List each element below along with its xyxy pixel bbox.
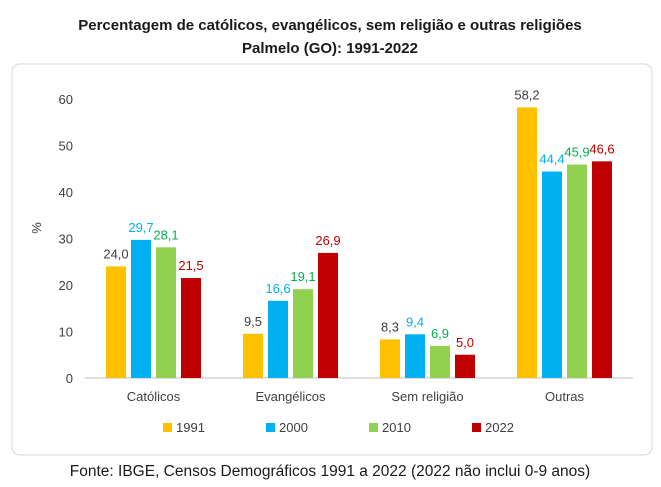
- y-tick-label: 10: [59, 325, 73, 340]
- bar-1991-1: [243, 333, 263, 378]
- data-label-2000-2: 9,4: [406, 314, 424, 329]
- legend-label-2022: 2022: [485, 420, 514, 435]
- bar-2010-1: [293, 289, 313, 378]
- data-label-2022-2: 5,0: [456, 335, 474, 350]
- legend-swatch-1991: [163, 423, 172, 432]
- category-label: Outras: [545, 389, 585, 404]
- data-label-2010-2: 6,9: [431, 326, 449, 341]
- data-label-2022-1: 26,9: [315, 233, 340, 248]
- y-tick-label: 40: [59, 185, 73, 200]
- y-tick-label: 0: [66, 371, 73, 386]
- legend: 1991 2000 2010 2022: [163, 420, 514, 435]
- data-label-2010-0: 28,1: [153, 227, 178, 242]
- data-label-2010-3: 45,9: [564, 145, 589, 160]
- data-label-2000-1: 16,6: [265, 281, 290, 296]
- data-label-2022-3: 46,6: [589, 141, 614, 156]
- bar-1991-2: [380, 339, 400, 378]
- y-axis-label: %: [29, 222, 44, 234]
- y-tick-label: 20: [59, 278, 73, 293]
- y-tick-label: 30: [59, 232, 73, 247]
- category-labels-group: Católicos Evangélicos Sem religião Outras: [127, 389, 585, 404]
- y-axis-ticks: 0 10 20 30 40 50 60: [59, 92, 73, 386]
- legend-label-2000: 2000: [279, 420, 308, 435]
- source-note: Fonte: IBGE, Censos Demográficos 1991 a …: [70, 463, 590, 480]
- y-tick-label: 50: [59, 139, 73, 154]
- bar-2000-3: [542, 171, 562, 378]
- data-label-1991-1: 9,5: [244, 314, 262, 329]
- legend-label-1991: 1991: [176, 420, 205, 435]
- y-tick-label: 60: [59, 92, 73, 107]
- bar-2010-3: [567, 164, 587, 378]
- category-label: Católicos: [127, 389, 181, 404]
- legend-label-2010: 2010: [382, 420, 411, 435]
- bar-2022-2: [455, 354, 475, 378]
- category-label: Sem religião: [391, 389, 463, 404]
- bar-2010-2: [430, 345, 450, 378]
- bar-1991-3: [517, 107, 537, 379]
- bar-2022-0: [181, 278, 201, 378]
- legend-swatch-2010: [369, 423, 378, 432]
- data-label-1991-2: 8,3: [381, 319, 399, 334]
- chart-title: Percentagem de católicos, evangélicos, s…: [78, 17, 582, 34]
- bar-2022-3: [592, 161, 612, 378]
- bar-1991-0: [106, 266, 126, 378]
- data-label-2000-0: 29,7: [128, 220, 153, 235]
- bar-2000-2: [405, 334, 425, 378]
- legend-swatch-2022: [472, 423, 481, 432]
- category-label: Evangélicos: [255, 389, 326, 404]
- value-labels-group: 24,029,7 28,1 21,5 9,5 16,619,1 26,9 8,3 9,4 6,9…: [103, 87, 614, 349]
- data-label-2000-3: 44,4: [539, 152, 564, 167]
- data-label-1991-0: 24,0: [103, 246, 128, 261]
- chart-subtitle: Palmelo (GO): 1991-2022: [242, 40, 418, 57]
- data-label-2010-1: 19,1: [290, 269, 315, 284]
- bar-2022-1: [318, 252, 338, 378]
- bar-2010-0: [156, 247, 176, 378]
- legend-swatch-2000: [266, 423, 275, 432]
- data-label-1991-3: 58,2: [514, 87, 539, 102]
- bars-group: [106, 107, 612, 379]
- bar-2000-0: [131, 239, 151, 378]
- bar-2000-1: [268, 300, 288, 378]
- data-label-2022-0: 21,5: [178, 258, 203, 273]
